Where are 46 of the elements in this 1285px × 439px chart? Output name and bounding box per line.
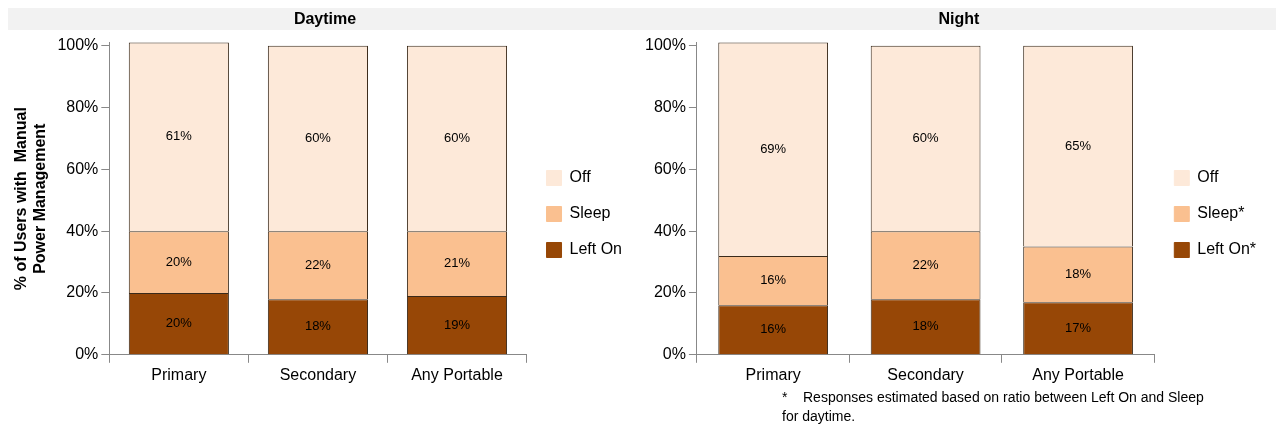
data-label: 60% xyxy=(304,130,332,145)
legend-label: Sleep xyxy=(569,204,611,222)
y-tick-label: 60% xyxy=(66,159,99,177)
y-tick-label: 40% xyxy=(66,221,99,239)
y-tick-label: 40% xyxy=(653,221,686,239)
legend-label: Left On* xyxy=(1197,240,1256,258)
data-label: 69% xyxy=(760,140,787,156)
data-label: 17% xyxy=(1065,319,1092,335)
x-tick-label: Primary xyxy=(151,365,207,383)
x-tick-label: Any Portable xyxy=(411,365,503,383)
chart-title: Daytime xyxy=(8,8,642,30)
data-label: 18% xyxy=(1065,266,1092,282)
x-tick-label: Any Portable xyxy=(1032,365,1124,383)
y-tick-label: 80% xyxy=(653,97,686,115)
x-tick-label: Secondary xyxy=(887,365,964,383)
y-tick-label: 0% xyxy=(75,345,99,363)
legend-label: Off xyxy=(1197,168,1219,186)
data-label: 18% xyxy=(912,318,940,334)
y-tick-label: 80% xyxy=(66,97,99,115)
data-label: 60% xyxy=(912,130,940,145)
data-label: 65% xyxy=(1065,137,1092,153)
y-axis-title: % of Users with Manual Power Management xyxy=(12,107,49,291)
y-tick-label: 20% xyxy=(66,283,99,301)
data-label: 19% xyxy=(443,316,471,332)
data-label: 16% xyxy=(760,272,787,288)
data-label: 22% xyxy=(304,256,332,272)
text: * Responses estimated based on ratio between Left On and Sleep for daytime. xyxy=(782,388,1205,426)
x-tick-label: Secondary xyxy=(279,365,357,383)
data-label: 60% xyxy=(443,130,471,145)
legend-label: Off xyxy=(569,168,592,186)
y-tick-label: 100% xyxy=(645,36,686,54)
data-label: 16% xyxy=(760,321,787,337)
data-label: 20% xyxy=(165,315,193,331)
y-tick-label: 60% xyxy=(653,159,686,177)
y-tick-label: 100% xyxy=(57,36,99,54)
data-label: 18% xyxy=(304,318,332,334)
y-tick-label: 0% xyxy=(662,345,686,363)
data-label: 61% xyxy=(165,128,193,144)
legend-label: Left On xyxy=(569,240,623,258)
data-label: 20% xyxy=(165,253,193,269)
chart-title: Night xyxy=(642,8,1276,30)
legend-label: Sleep* xyxy=(1197,204,1245,222)
y-tick-label: 20% xyxy=(653,283,686,301)
data-label: 22% xyxy=(912,256,940,272)
data-label: 21% xyxy=(443,255,471,271)
x-tick-label: Primary xyxy=(745,365,801,383)
